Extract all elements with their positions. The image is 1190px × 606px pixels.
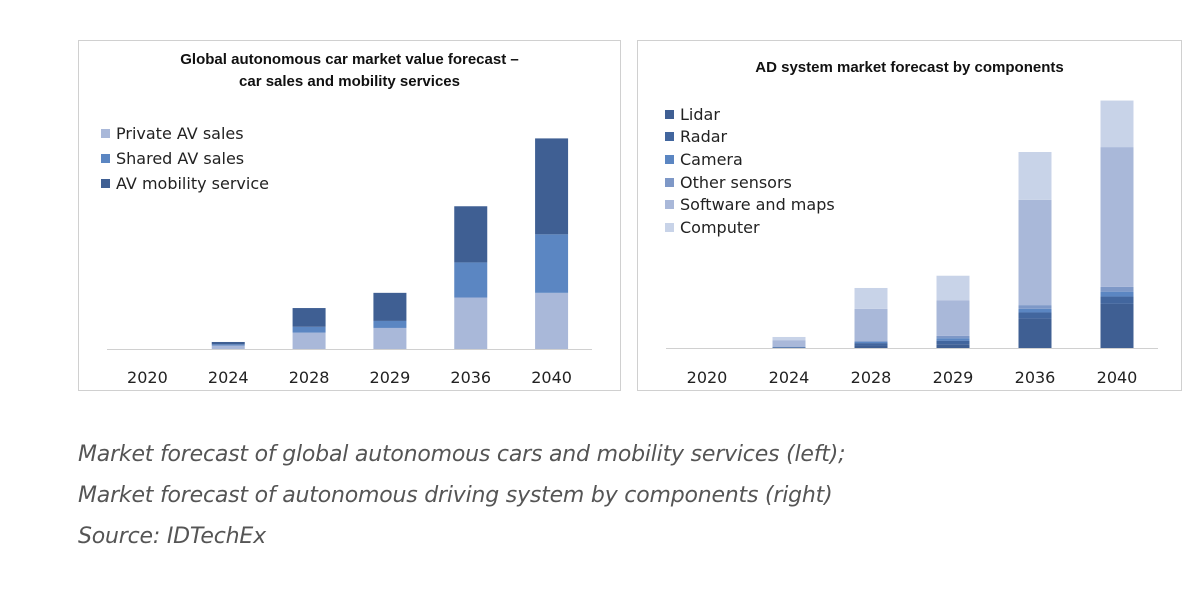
chart-left-legend-swatch (101, 179, 110, 188)
chart-right-bar-2028-series-2 (854, 341, 888, 344)
chart-right-bar-2040-series-2 (1100, 291, 1134, 297)
chart-right-bar-2029-series-5 (936, 275, 970, 301)
chart-left-x-tick-label: 2036 (450, 368, 491, 387)
chart-right-x-tick-label: 2036 (1015, 368, 1056, 387)
chart-left-plot: 2020 2024 2028 2029 2036 2040 (107, 138, 592, 387)
chart-right-legend-item: Radar (665, 126, 835, 149)
chart-right-legend-item: Other sensors (665, 171, 835, 194)
chart-right-bar-2036-series-3 (1018, 305, 1052, 309)
chart-right-bar-2029-series-3 (936, 335, 970, 339)
chart-right-bar-2024-series-4 (772, 340, 806, 347)
chart-right-bar-2036-series-4 (1018, 199, 1052, 306)
chart-right-x-tick-label: 2020 (687, 368, 728, 387)
chart-right-legend: Lidar Radar Camera Other sensors Software an… (665, 103, 835, 239)
chart-left-legend: Private AV sales Shared AV sales AV mobili… (101, 121, 269, 196)
chart-right-legend-swatch (665, 177, 674, 187)
chart-right-legend-item: Camera (665, 148, 835, 171)
chart-right-legend-label: Camera (680, 149, 743, 169)
chart-right-plot: 2020 2024 2028 2029 2036 2040 (666, 100, 1158, 387)
chart-right-legend-label: Other sensors (680, 172, 792, 192)
chart-right-bar-2029-series-0 (936, 344, 970, 348)
chart-left-legend-item: AV mobility service (101, 171, 269, 196)
chart-right-bar-2040-series-1 (1100, 296, 1134, 304)
chart-right-legend-swatch (665, 222, 674, 232)
chart-left-bar-2028-series-2 (292, 308, 326, 327)
chart-left-x-tick-label: 2028 (289, 368, 330, 387)
chart-left-panel: 2020 2024 2028 2029 2036 2040 Global autonomo… (78, 40, 621, 391)
chart-right-bar-2024-series-5 (772, 336, 806, 341)
chart-left-title-line2: car sales and mobility services (239, 73, 460, 90)
chart-left-x-tick-label: 2029 (370, 368, 411, 387)
chart-left-bar-2028-series-0 (292, 332, 326, 349)
chart-left-bar-2036-series-2 (454, 206, 488, 263)
chart-left-x-tick-label: 2020 (127, 368, 168, 387)
chart-left-bar-2029-series-0 (373, 327, 407, 349)
chart-right-bar-2040-series-3 (1100, 286, 1134, 292)
chart-right-title-line1: AD system market forecast by components (755, 59, 1064, 76)
chart-left-bar-2024-series-1 (211, 344, 245, 346)
chart-right-legend-label: Lidar (680, 104, 720, 124)
chart-left-legend-label: AV mobility service (116, 174, 269, 193)
chart-left-bar-2036-series-0 (454, 297, 488, 349)
chart-left-bar-2024-series-0 (211, 345, 245, 349)
chart-left-legend-item: Shared AV sales (101, 146, 269, 171)
chart-right-bar-2028-series-0 (854, 345, 888, 348)
chart-right-legend-swatch (665, 109, 674, 119)
chart-left-bar-2029-series-2 (373, 292, 407, 321)
figure-caption: Market forecast of global autonomous car… (78, 434, 845, 557)
chart-right-panel: 2020 2024 2028 2029 2036 2040 AD system marke… (637, 40, 1182, 391)
chart-right-bar-2036-series-5 (1018, 152, 1052, 200)
chart-right-bar-2036-series-2 (1018, 308, 1052, 313)
chart-right-legend-item: Software and maps (665, 193, 835, 216)
chart-left-legend-item: Private AV sales (101, 121, 269, 146)
chart-right-x-tick-label: 2040 (1097, 368, 1138, 387)
chart-left-bar-2036-series-1 (454, 262, 488, 298)
chart-right-bar-2028-series-3 (854, 340, 888, 342)
chart-right-legend-swatch (665, 200, 674, 210)
chart-left-title-line1: Global autonomous car market value forec… (180, 51, 519, 68)
chart-right-legend-label: Computer (680, 217, 760, 237)
chart-left-legend-swatch (101, 129, 110, 138)
chart-left-bar-2028-series-1 (292, 326, 326, 333)
caption-line-2: Market forecast of autonomous driving sy… (78, 483, 833, 508)
chart-right-bar-2028-series-4 (854, 308, 888, 341)
chart-right-legend-label: Radar (680, 127, 728, 147)
chart-right-bar-2040-series-4 (1100, 147, 1134, 287)
chart-left-bar-2029-series-1 (373, 320, 407, 328)
chart-right-x-tick-label: 2029 (933, 368, 974, 387)
chart-right-bar-2036-series-0 (1018, 318, 1052, 348)
chart-right-legend-label: Software and maps (680, 195, 835, 215)
chart-left-bar-2040-series-0 (535, 292, 569, 349)
chart-right-title: AD system market forecast by components (638, 57, 1181, 79)
chart-right-legend-swatch (665, 132, 674, 142)
chart-right-bar-2028-series-5 (854, 287, 888, 309)
chart-left-bar-2024-series-2 (211, 341, 245, 345)
chart-right-bar-2040-series-5 (1100, 100, 1134, 148)
caption-line-1: Market forecast of global autonomous car… (78, 442, 846, 467)
chart-left-x-tick-label: 2024 (208, 368, 249, 387)
chart-left-bar-2040-series-2 (535, 138, 569, 235)
chart-right-legend-swatch (665, 154, 674, 164)
chart-right-x-tick-label: 2028 (851, 368, 892, 387)
chart-left-legend-label: Shared AV sales (116, 149, 245, 168)
chart-left-x-tick-label: 2040 (531, 368, 572, 387)
chart-left-title: Global autonomous car market value forec… (79, 49, 620, 93)
chart-left-legend-swatch (101, 154, 110, 163)
chart-right-legend-item: Lidar (665, 103, 835, 126)
chart-right-bar-2040-series-0 (1100, 303, 1134, 348)
caption-line-3: Source: IDTechEx (78, 524, 266, 549)
chart-right-bar-2036-series-1 (1018, 312, 1052, 319)
chart-right-bar-2028-series-1 (854, 343, 888, 346)
chart-right-bar-2024-series-1 (772, 347, 806, 348)
chart-right-bar-2029-series-2 (936, 338, 970, 341)
chart-right-legend-item: Computer (665, 216, 835, 239)
chart-left-legend-label: Private AV sales (116, 124, 244, 143)
chart-right-x-tick-label: 2024 (769, 368, 810, 387)
chart-right-bar-2029-series-4 (936, 300, 970, 336)
chart-left-bar-2040-series-1 (535, 234, 569, 293)
chart-right-bar-2029-series-1 (936, 340, 970, 345)
